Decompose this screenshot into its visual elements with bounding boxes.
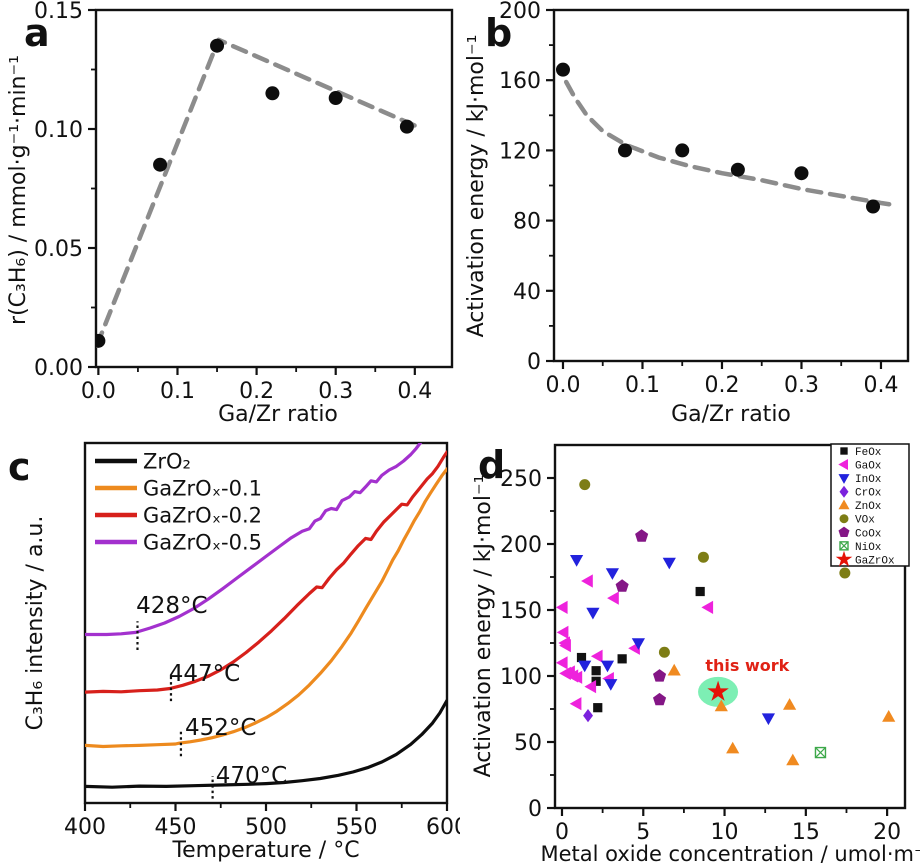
- series-GaZrOx-0.1-curve: [85, 467, 447, 749]
- svg-text:600: 600: [426, 815, 460, 840]
- legend-label: GaOx: [855, 461, 882, 473]
- plot-a: 0.0 0.1 0.2 0.3 0.4 0.00 0.05 0.10 0.15: [34, 0, 454, 404]
- annotation-text: 452°C: [185, 715, 256, 741]
- svg-text:0.10: 0.10: [34, 118, 83, 143]
- svg-text:0.1: 0.1: [625, 373, 660, 398]
- annotation-text: this work: [705, 656, 789, 675]
- panel-b: 0.0 0.1 0.2 0.3 0.4 0 40 80 120 160 200 b Activati…: [460, 0, 920, 430]
- y-axis-label-a: r(C₃H₆) / mmol·g⁻¹·min⁻¹: [6, 55, 31, 325]
- legend-label: VOx: [855, 515, 875, 527]
- legend-label: ZrO₂: [143, 450, 191, 474]
- data-layer: [555, 62, 896, 214]
- svg-text:50: 50: [514, 731, 542, 756]
- series-GaOx: [555, 574, 714, 711]
- panel-a: 0.0 0.1 0.2 0.3 0.4 0.00 0.05 0.10 0.15 a r(C₃H₆…: [0, 0, 460, 430]
- svg-text:0.15: 0.15: [34, 0, 83, 24]
- plot-b: 0.0 0.1 0.2 0.3 0.4 0 40 80 120 160 200: [499, 0, 910, 398]
- svg-text:20: 20: [873, 820, 901, 845]
- series-FeOx: [576, 586, 705, 713]
- svg-text:0.3: 0.3: [318, 379, 353, 404]
- svg-text:10: 10: [711, 820, 739, 845]
- svg-text:0.00: 0.00: [34, 356, 83, 381]
- svg-text:0: 0: [527, 350, 541, 375]
- panel-letter-b: b: [485, 11, 513, 55]
- svg-text:500: 500: [245, 815, 287, 840]
- svg-text:80: 80: [513, 210, 541, 235]
- series-trend-line: [563, 79, 896, 208]
- svg-text:0.2: 0.2: [704, 373, 739, 398]
- data-layer: [555, 479, 896, 766]
- y-axis-label-d: Activation energy / kJ·mol⁻¹: [471, 474, 496, 778]
- legend-label: ZnOx: [855, 501, 882, 513]
- annotation-text: 447°C: [169, 661, 240, 687]
- panel-c: 400 450 500 550 600 428°C 447°C 452°C 470°C ZrO₂ G…: [0, 430, 460, 866]
- svg-text:120: 120: [499, 139, 541, 164]
- panel-letter-d: d: [478, 443, 506, 487]
- data-layer: [96, 37, 425, 348]
- x-axis-label-c: Temperature / °C: [172, 838, 360, 863]
- x-axis-label-a: Ga/Zr ratio: [218, 402, 338, 427]
- legend-label: GaZrOₓ-0.5: [143, 531, 262, 555]
- x-axis-label-b: Ga/Zr ratio: [671, 402, 791, 427]
- series-InOx: [570, 555, 775, 726]
- annotation-text: 428°C: [136, 593, 207, 619]
- series-CrOx: [583, 709, 593, 723]
- series-ZrO2-curve: [85, 698, 447, 789]
- series-rate-data: [96, 38, 414, 348]
- svg-text:0.05: 0.05: [34, 237, 83, 262]
- svg-text:450: 450: [155, 815, 197, 840]
- x-axis-label-d: Metal oxide concentration / umol·m⁻²: [540, 842, 920, 866]
- y-axis-label-c: C₃H₆ intensity / a.u.: [23, 515, 48, 731]
- svg-text:0.3: 0.3: [784, 373, 819, 398]
- legend-label: NiOx: [855, 542, 882, 554]
- svg-text:0.4: 0.4: [397, 379, 432, 404]
- plot-c: 400 450 500 550 600 428°C 447°C 452°C 470°C ZrO₂ G…: [64, 441, 460, 840]
- series-GaZrOx: [707, 680, 729, 701]
- series-GaZrOx-0.2-curve: [85, 450, 447, 694]
- legend-label: CrOx: [855, 488, 882, 500]
- legend: ZrO₂ GaZrOₓ-0.1 GaZrOₓ-0.2 GaZrOₓ-0.5: [95, 450, 262, 555]
- series-NiOx: [814, 746, 827, 759]
- series-ea-data: [555, 62, 881, 214]
- svg-text:0.1: 0.1: [160, 379, 195, 404]
- svg-text:0.4: 0.4: [863, 373, 898, 398]
- legend-label: CoOx: [855, 528, 882, 540]
- svg-text:40: 40: [513, 280, 541, 305]
- svg-text:250: 250: [500, 467, 542, 492]
- svg-text:0.0: 0.0: [81, 379, 116, 404]
- series-CoOx: [615, 529, 667, 706]
- legend-label: FeOx: [855, 447, 882, 459]
- svg-text:0.2: 0.2: [239, 379, 274, 404]
- svg-text:200: 200: [499, 0, 541, 24]
- series-ZnOx: [667, 663, 896, 766]
- svg-text:200: 200: [500, 533, 542, 558]
- annotation-text: 470°C: [216, 763, 287, 789]
- svg-text:160: 160: [499, 69, 541, 94]
- svg-text:400: 400: [64, 815, 106, 840]
- svg-text:550: 550: [336, 815, 378, 840]
- svg-text:0.0: 0.0: [545, 373, 580, 398]
- data-layer: [85, 443, 447, 789]
- svg-text:0: 0: [528, 797, 542, 822]
- series-GaZrOx-0.5-curve: [85, 443, 423, 637]
- panel-letter-a: a: [24, 11, 50, 55]
- y-axis-label-b: Activation energy / kJ·mol⁻¹: [464, 34, 489, 338]
- panel-d: 0 5 10 15 20 0 50 100 150 200 250 this work FeOx GaOx…: [460, 430, 920, 866]
- series-trend-line: [96, 37, 425, 348]
- legend-label: InOx: [855, 474, 882, 486]
- legend-label: GaZrOₓ-0.1: [143, 477, 262, 501]
- svg-text:100: 100: [500, 665, 542, 690]
- panel-letter-c: c: [8, 445, 31, 489]
- svg-text:15: 15: [792, 820, 820, 845]
- series-VOx: [579, 479, 851, 658]
- svg-text:5: 5: [636, 820, 650, 845]
- svg-text:150: 150: [500, 599, 542, 624]
- legend-label: GaZrOx: [855, 555, 895, 567]
- legend-label: GaZrOₓ-0.2: [143, 504, 262, 528]
- svg-text:0: 0: [555, 820, 569, 845]
